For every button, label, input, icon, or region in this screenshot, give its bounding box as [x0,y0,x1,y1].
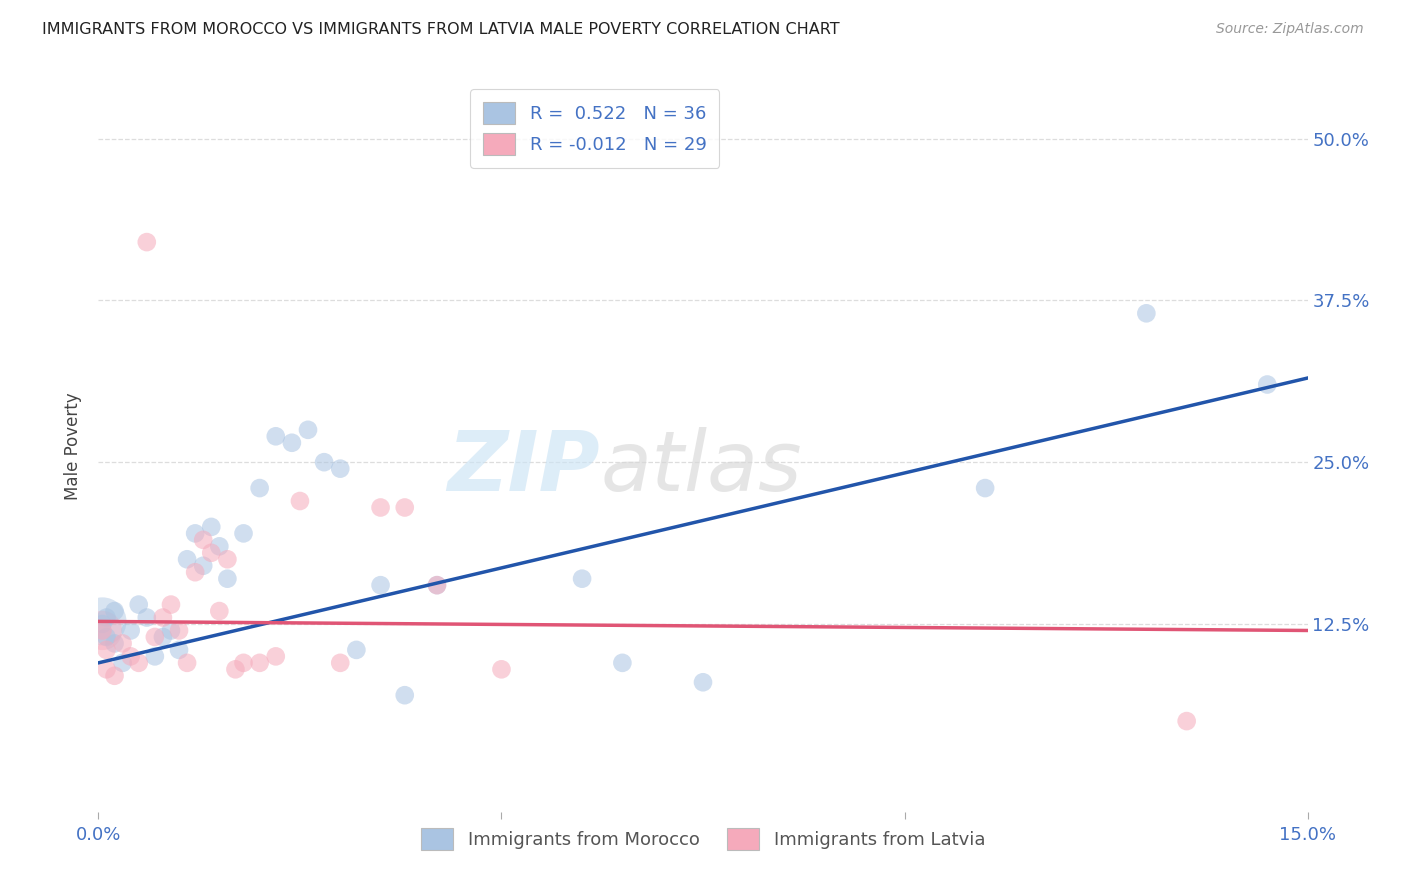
Point [167,643,190,657]
Point [96,630,118,644]
Point [232,526,254,541]
Y-axis label: Male Poverty: Male Poverty [65,392,83,500]
Point [974,481,997,495]
Point [571,572,593,586]
Point [103,604,125,618]
Point [143,649,166,664]
Point [264,429,287,443]
Text: IMMIGRANTS FROM MOROCCO VS IMMIGRANTS FROM LATVIA MALE POVERTY CORRELATION CHART: IMMIGRANTS FROM MOROCCO VS IMMIGRANTS FR… [42,22,839,37]
Point [426,578,449,592]
Point [193,533,215,547]
Point [344,643,367,657]
Point [91,624,114,638]
Point [224,662,246,676]
Point [370,500,392,515]
Point [394,688,416,702]
Point [111,636,134,650]
Point [249,481,271,495]
Point [91,615,114,629]
Point [167,624,190,638]
Point [176,656,198,670]
Point [297,423,319,437]
Point [612,656,634,670]
Point [103,669,125,683]
Point [692,675,714,690]
Point [249,656,271,670]
Point [135,235,157,249]
Point [135,610,157,624]
Point [329,656,352,670]
Legend: Immigrants from Morocco, Immigrants from Latvia: Immigrants from Morocco, Immigrants from… [413,821,993,857]
Point [491,662,513,676]
Point [217,572,239,586]
Point [128,598,150,612]
Point [264,649,287,664]
Point [288,494,311,508]
Point [200,520,222,534]
Point [1135,306,1157,320]
Point [184,566,207,580]
Point [200,546,222,560]
Point [160,624,183,638]
Point [96,643,118,657]
Point [152,610,174,624]
Text: atlas: atlas [600,427,801,508]
Point [208,539,231,553]
Text: ZIP: ZIP [447,427,600,508]
Point [103,636,125,650]
Point [120,624,142,638]
Point [96,662,118,676]
Point [370,578,392,592]
Point [1256,377,1278,392]
Point [1175,714,1198,728]
Point [91,617,114,632]
Point [143,630,166,644]
Point [426,578,449,592]
Point [91,624,114,638]
Text: Source: ZipAtlas.com: Source: ZipAtlas.com [1216,22,1364,37]
Point [208,604,231,618]
Point [111,656,134,670]
Point [281,435,304,450]
Point [128,656,150,670]
Point [176,552,198,566]
Point [193,558,215,573]
Point [217,552,239,566]
Point [96,610,118,624]
Point [120,649,142,664]
Point [184,526,207,541]
Point [314,455,336,469]
Point [160,598,183,612]
Point [329,461,352,475]
Point [394,500,416,515]
Point [152,630,174,644]
Point [232,656,254,670]
